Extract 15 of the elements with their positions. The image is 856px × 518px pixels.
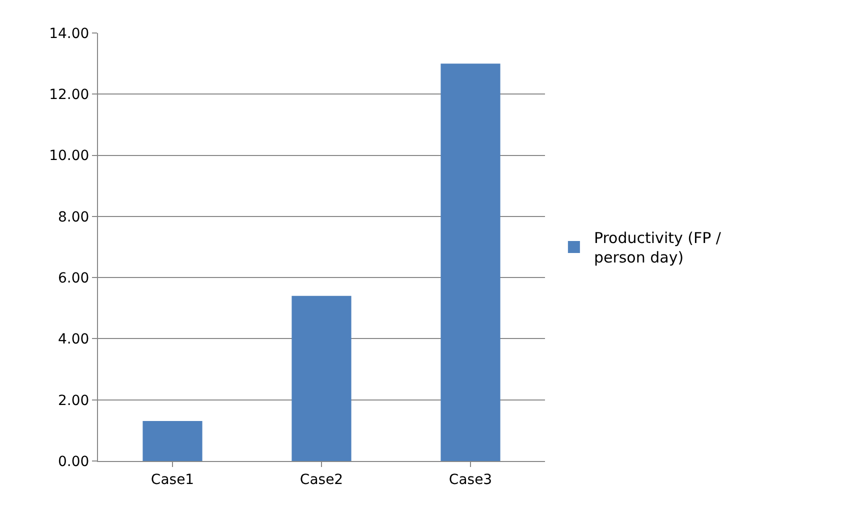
y-tick-label: 10.00 — [49, 148, 90, 164]
y-tick-label: 4.00 — [58, 332, 90, 348]
y-tick-label: 12.00 — [49, 87, 90, 104]
y-tick-label: 2.00 — [58, 392, 90, 409]
x-tick-label: Case2 — [300, 472, 344, 488]
y-tick-label: 6.00 — [58, 270, 90, 286]
x-tick-label: Case1 — [150, 472, 194, 488]
y-tick-label: 8.00 — [58, 209, 90, 226]
y-tick-label: 0.00 — [58, 454, 90, 470]
y-tick-label: 14.00 — [49, 26, 90, 42]
x-tick-label: Case3 — [448, 472, 492, 488]
bar — [142, 420, 202, 461]
bar — [292, 296, 352, 461]
bar — [440, 64, 500, 461]
legend-label: Productivity (FP / person day) — [594, 229, 722, 267]
